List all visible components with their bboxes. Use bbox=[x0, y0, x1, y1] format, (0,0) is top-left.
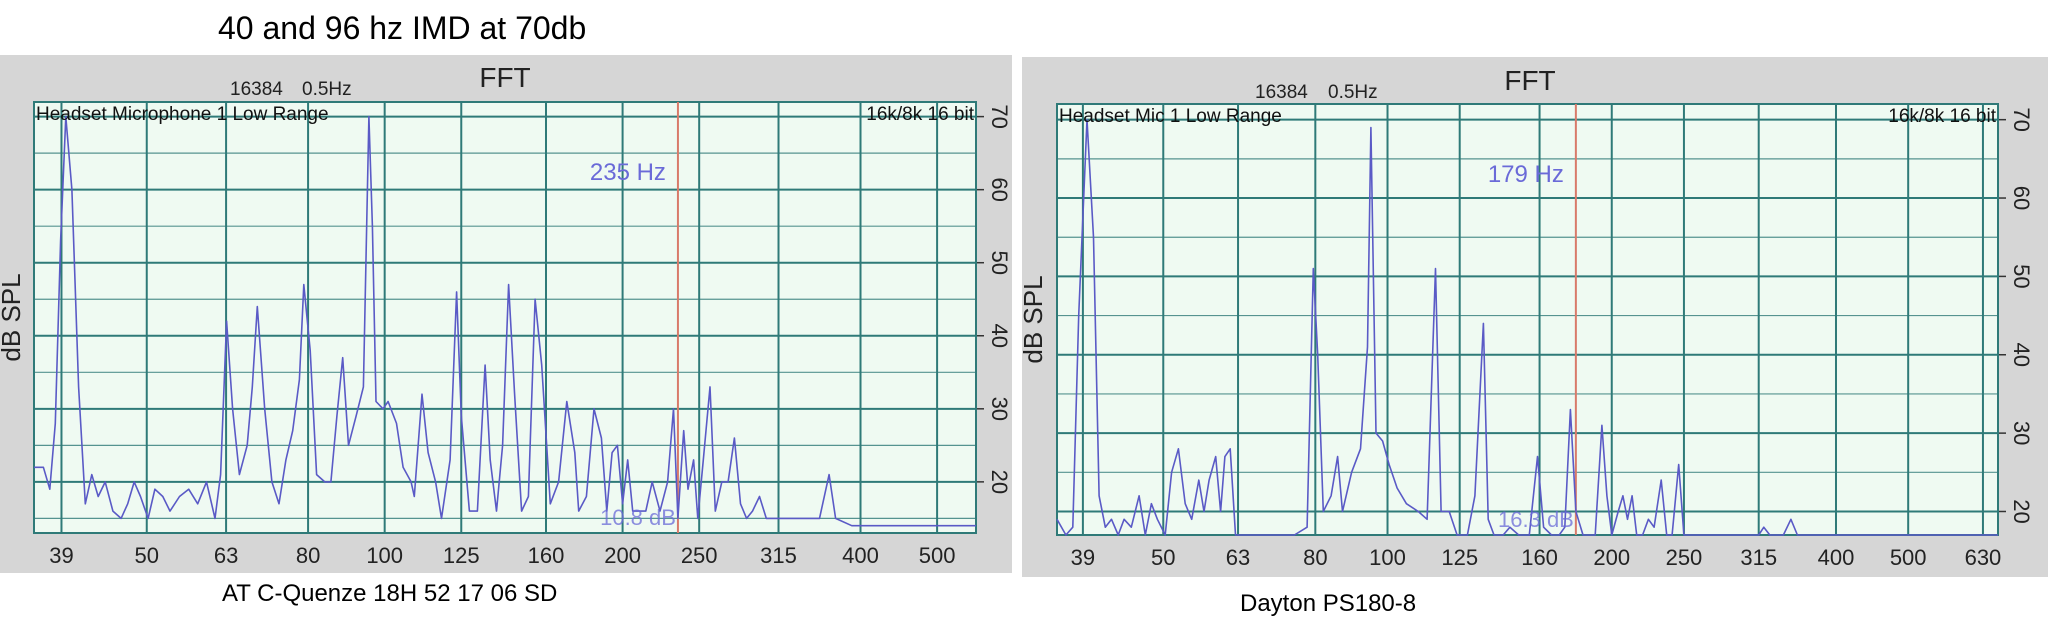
x-tick-label: 500 bbox=[1890, 545, 1927, 570]
source-label: Headset Mic 1 Low Range bbox=[1059, 106, 1282, 127]
fft-size-label: 16384 bbox=[1255, 82, 1308, 103]
x-tick-label: 250 bbox=[1666, 545, 1703, 570]
y-tick-label: 70 bbox=[987, 104, 1012, 128]
fft-chart-right: 20 30 40 50 60 70 39 50 63 80 100 125 160 200 250 315 40… bbox=[1018, 57, 2048, 577]
x-tick-label: 100 bbox=[366, 543, 403, 568]
y-tick-label: 40 bbox=[987, 324, 1012, 348]
y-axis-label: dB SPL bbox=[1018, 275, 1048, 363]
format-label: 16k/8k 16 bit bbox=[1888, 106, 1996, 127]
plot-area bbox=[34, 102, 976, 533]
x-tick-label: 125 bbox=[443, 543, 480, 568]
x-tick-label: 200 bbox=[1593, 545, 1630, 570]
caption-left: AT C-Quenze 18H 52 17 06 SD bbox=[222, 580, 558, 607]
x-tick-label: 125 bbox=[1441, 545, 1478, 570]
fft-size-label: 16384 bbox=[230, 79, 283, 100]
spectrum-trace bbox=[1056, 118, 1998, 536]
fft-chart-left: 20 30 40 50 60 70 39 50 63 80 100 125 160 200 250 315 40… bbox=[0, 55, 1012, 573]
y-tick-label: 30 bbox=[2009, 421, 2034, 445]
x-tick-label: 500 bbox=[919, 543, 956, 568]
x-tick-label: 250 bbox=[681, 543, 718, 568]
x-tick-label: 63 bbox=[1226, 545, 1250, 570]
y-tick-label: 60 bbox=[2009, 186, 2034, 210]
chart-title: FFT bbox=[1504, 65, 1555, 96]
cursor-freq-label: 235 Hz bbox=[590, 159, 666, 186]
x-tick-label: 160 bbox=[528, 543, 565, 568]
x-tick-label: 80 bbox=[296, 543, 320, 568]
spectrum-trace bbox=[34, 115, 976, 527]
plot-border bbox=[33, 101, 977, 534]
y-axis-label: dB SPL bbox=[0, 273, 26, 361]
y-tick-label: 20 bbox=[2009, 499, 2034, 523]
y-tick-label: 50 bbox=[2009, 264, 2034, 288]
x-tick-label: 100 bbox=[1369, 545, 1406, 570]
chart-title: FFT bbox=[479, 62, 530, 93]
resolution-label: 0.5Hz bbox=[302, 79, 352, 100]
x-tick-label: 63 bbox=[214, 543, 238, 568]
cursor-freq-label: 179 Hz bbox=[1488, 161, 1564, 188]
cursor-level-label: 16.3 dB bbox=[1498, 507, 1574, 532]
x-tick-label: 50 bbox=[1151, 545, 1175, 570]
y-tick-label: 70 bbox=[2009, 107, 2034, 131]
x-tick-label: 50 bbox=[135, 543, 159, 568]
resolution-label: 0.5Hz bbox=[1328, 82, 1378, 103]
x-tick-label: 400 bbox=[1818, 545, 1855, 570]
y-tick-label: 60 bbox=[987, 177, 1012, 201]
format-label: 16k/8k 16 bit bbox=[866, 104, 974, 125]
x-tick-label: 39 bbox=[1071, 545, 1095, 570]
x-tick-label: 400 bbox=[842, 543, 879, 568]
x-tick-label: 315 bbox=[1740, 545, 1777, 570]
source-label: Headset Microphone 1 Low Range bbox=[36, 104, 329, 125]
y-tick-label: 20 bbox=[987, 470, 1012, 494]
y-tick-label: 30 bbox=[987, 397, 1012, 421]
page-title: 40 and 96 hz IMD at 70db bbox=[218, 10, 587, 46]
x-tick-label: 630 bbox=[1965, 545, 2002, 570]
x-tick-label: 80 bbox=[1303, 545, 1327, 570]
caption-right: Dayton PS180-8 bbox=[1240, 590, 1417, 617]
x-tick-label: 315 bbox=[760, 543, 797, 568]
y-tick-label: 40 bbox=[2009, 343, 2034, 367]
cursor-level-label: 10.8 dB bbox=[600, 505, 676, 530]
y-tick-label: 50 bbox=[987, 250, 1012, 274]
x-tick-label: 200 bbox=[604, 543, 641, 568]
x-tick-label: 39 bbox=[49, 543, 73, 568]
x-tick-label: 160 bbox=[1521, 545, 1558, 570]
